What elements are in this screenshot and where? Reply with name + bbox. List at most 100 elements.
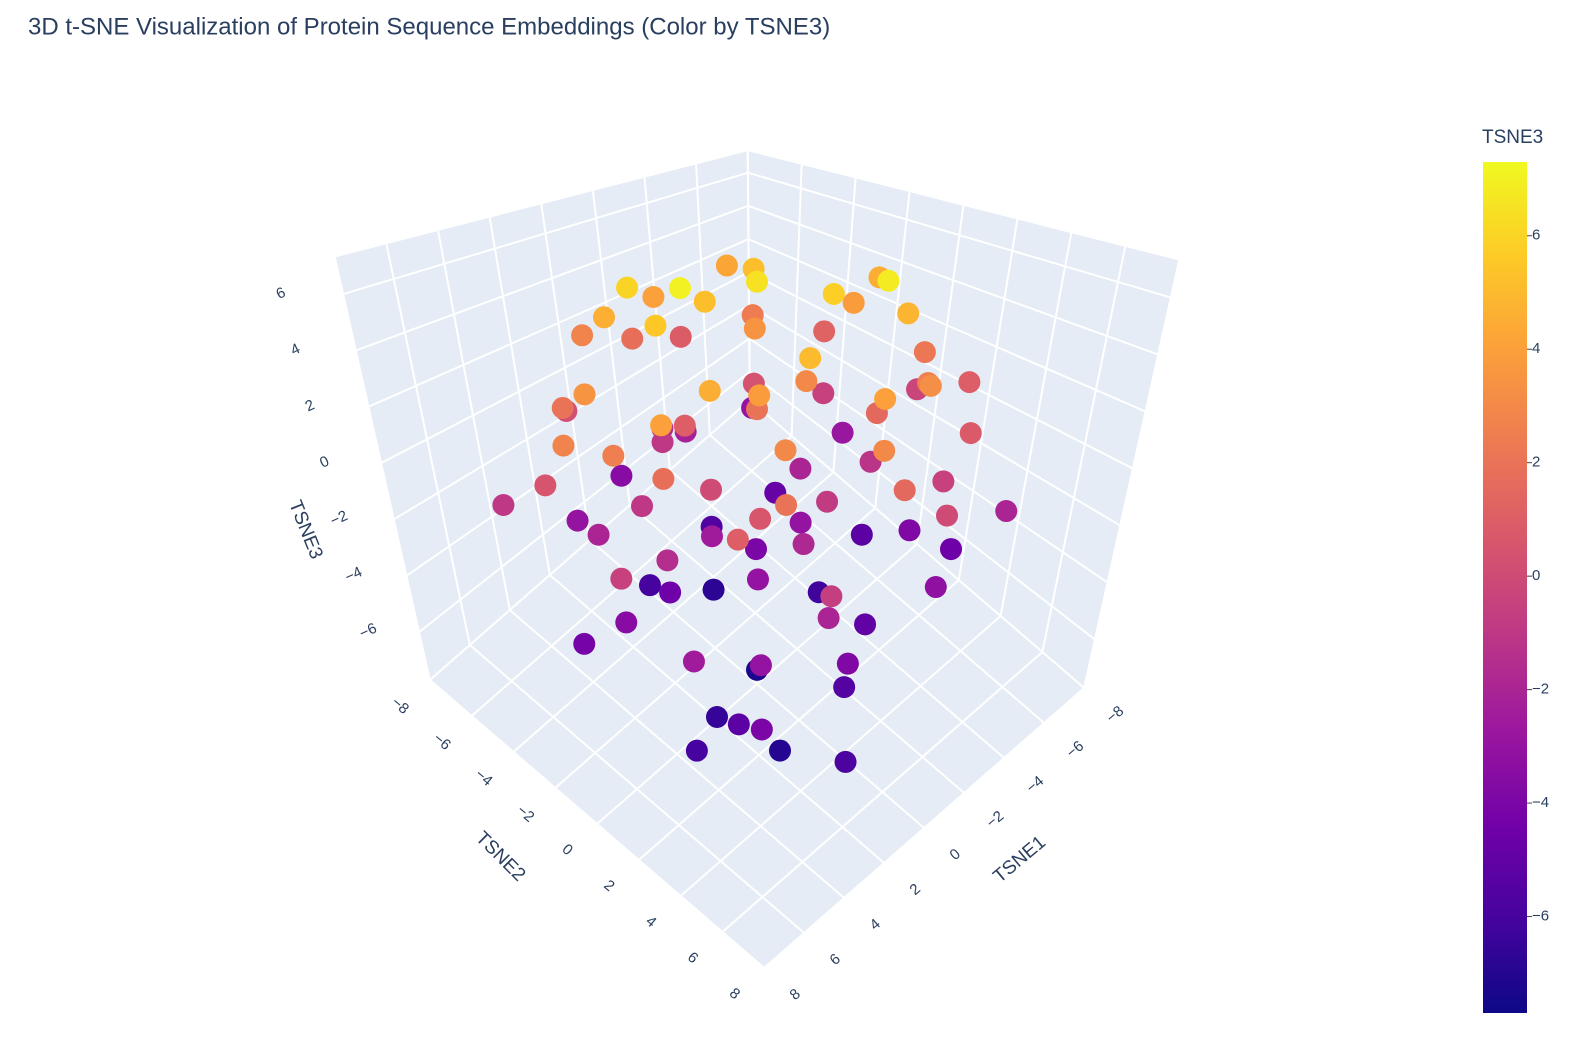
colorbar-tick-label: −6 (1532, 908, 1549, 925)
grid-line (916, 205, 965, 545)
point (842, 291, 865, 314)
point (893, 479, 916, 502)
point (551, 396, 574, 419)
z-tick-label: 2 (303, 396, 318, 415)
grid-line (342, 171, 749, 296)
point (877, 269, 900, 292)
point (746, 270, 768, 293)
scene (333, 151, 1181, 969)
point (610, 567, 633, 590)
x-tick-label: 4 (867, 915, 884, 933)
point (873, 439, 896, 462)
point (958, 371, 981, 394)
grid-line (747, 171, 1172, 299)
grid-line (957, 219, 1019, 581)
point (817, 607, 840, 630)
point (924, 576, 947, 599)
point (919, 374, 942, 397)
point (898, 519, 921, 542)
point (850, 523, 873, 546)
grid-line (368, 238, 749, 408)
point (813, 320, 836, 343)
point (774, 439, 797, 462)
z-tick-label: 6 (273, 284, 288, 303)
point (615, 611, 638, 634)
y-axis-title: TSNE2 (471, 828, 529, 886)
grid-line (418, 371, 751, 633)
grid-line (999, 232, 1073, 617)
z-tick-label: −4 (342, 563, 365, 586)
point (715, 254, 738, 277)
point (940, 538, 963, 561)
point (700, 525, 723, 548)
point (959, 422, 982, 445)
point (593, 306, 616, 329)
y-tick-label: 8 (726, 985, 743, 1003)
grid-line (638, 579, 960, 861)
grid-line (380, 271, 750, 464)
point (552, 434, 575, 457)
point (816, 490, 839, 513)
grid-line (748, 304, 1121, 527)
grid-line (512, 471, 835, 753)
point (932, 470, 955, 493)
point (656, 549, 679, 572)
point (812, 382, 835, 405)
grid-line (747, 204, 1159, 356)
z-axis-title: TSNE3 (284, 497, 326, 562)
grid-line (333, 257, 431, 681)
point (897, 302, 920, 325)
point (833, 676, 856, 699)
x-tick-label: 6 (827, 950, 844, 968)
point (673, 414, 696, 437)
point (834, 750, 857, 773)
point (702, 578, 725, 601)
z-tick-label: −6 (357, 620, 380, 643)
point (789, 511, 812, 534)
z-tick-label: 4 (288, 340, 303, 359)
grid-line (554, 507, 876, 789)
z-tick-label: 0 (317, 453, 332, 472)
point (566, 509, 589, 532)
y-tick-label: 0 (559, 841, 576, 859)
point (749, 654, 772, 677)
grid-line (832, 178, 857, 473)
point (775, 494, 798, 517)
colorbar-tick-label: 2 (1532, 454, 1540, 471)
grid-line (721, 651, 1044, 933)
point (936, 504, 959, 527)
colorbar-tick-label: 4 (1532, 340, 1540, 357)
point (534, 474, 557, 497)
point (769, 739, 792, 762)
x-tick-label: −4 (1023, 773, 1047, 797)
point (874, 387, 897, 410)
point (795, 370, 818, 393)
colorbar (1483, 162, 1527, 1013)
point (743, 317, 766, 340)
point (631, 495, 654, 518)
point (651, 431, 674, 454)
colorbar-tick-label: 0 (1532, 567, 1540, 584)
colorbar-title: TSNE3 (1482, 127, 1543, 148)
grid-line (385, 243, 471, 646)
point (602, 444, 625, 467)
point (682, 650, 705, 673)
point (836, 652, 859, 675)
point (573, 632, 596, 655)
point (831, 421, 854, 444)
point (650, 414, 673, 437)
y-tick-label: −4 (472, 766, 496, 790)
chart-title: 3D t-SNE Visualization of Protein Sequen… (28, 13, 830, 40)
point (705, 706, 728, 729)
point (616, 276, 639, 299)
point (492, 494, 515, 517)
point (573, 383, 596, 406)
point (789, 457, 812, 480)
point (913, 341, 936, 364)
point (698, 379, 721, 402)
point (822, 282, 845, 305)
point (700, 478, 723, 501)
grid-line (596, 543, 918, 825)
x-tick-label: −6 (1063, 738, 1087, 762)
